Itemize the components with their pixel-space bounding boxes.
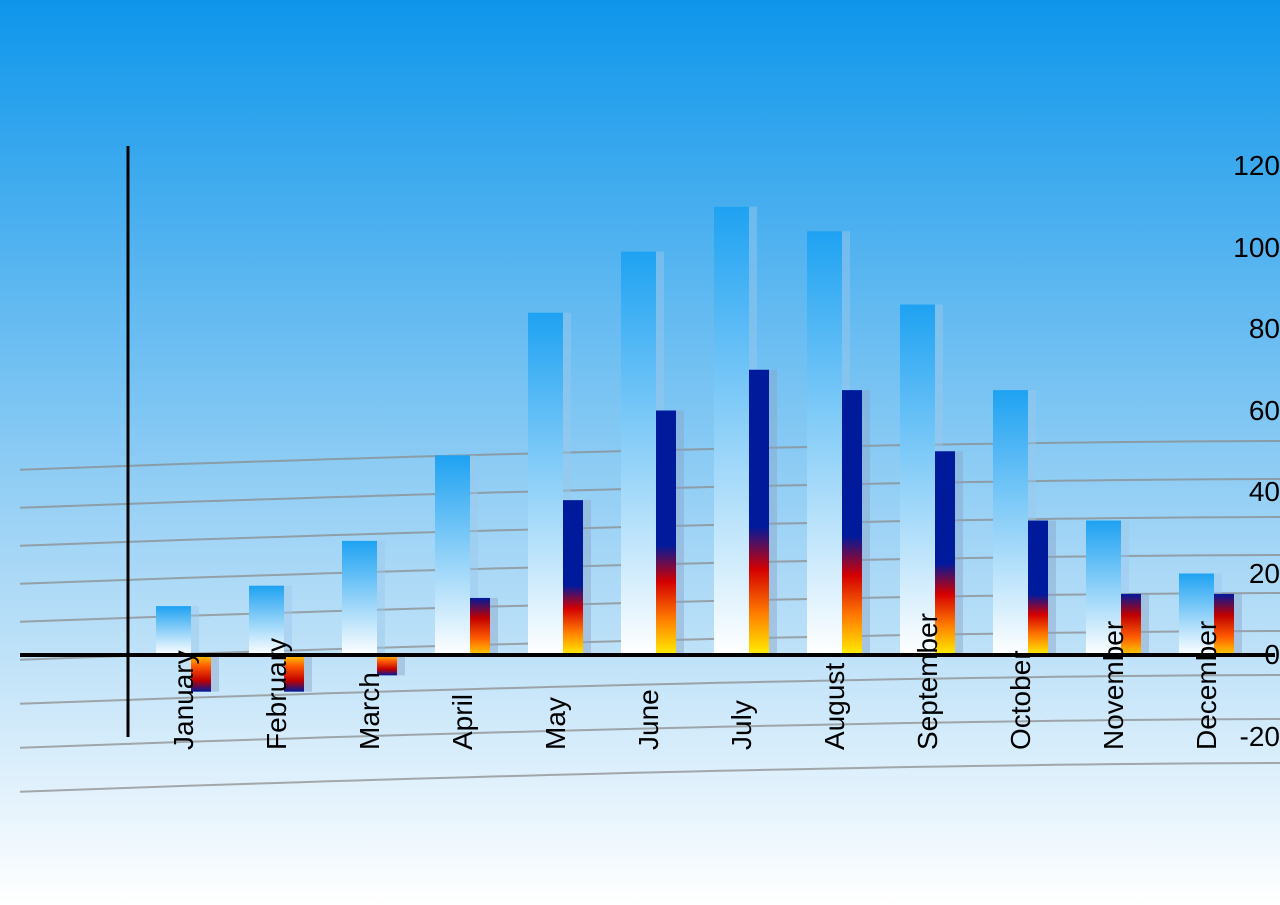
x-tick-label: April xyxy=(447,694,479,750)
x-tick-label: June xyxy=(633,689,665,750)
primary-bar xyxy=(435,455,470,655)
primary-bar xyxy=(528,313,563,655)
monthly-bar-chart xyxy=(0,0,1280,905)
primary-bar xyxy=(714,207,749,655)
y-tick-label: -20 xyxy=(1170,721,1280,753)
primary-bar xyxy=(807,231,842,655)
x-tick-label: March xyxy=(354,672,386,750)
y-tick-label: 40 xyxy=(1170,476,1280,508)
x-tick-label: September xyxy=(912,613,944,750)
x-tick-label: October xyxy=(1005,650,1037,750)
x-tick-label: November xyxy=(1098,621,1130,750)
primary-bar xyxy=(993,390,1028,655)
x-tick-label: January xyxy=(168,650,200,750)
secondary-bar xyxy=(563,500,583,655)
x-tick-label: December xyxy=(1191,621,1223,750)
primary-bar xyxy=(900,305,935,655)
secondary-bar xyxy=(842,390,862,655)
secondary-bar xyxy=(470,598,490,655)
primary-bar xyxy=(156,606,191,655)
y-tick-label: 20 xyxy=(1170,558,1280,590)
x-tick-label: July xyxy=(726,700,758,750)
y-tick-label: 80 xyxy=(1170,313,1280,345)
x-tick-label: August xyxy=(819,663,851,750)
y-tick-label: 100 xyxy=(1170,232,1280,264)
y-tick-label: 120 xyxy=(1170,150,1280,182)
x-tick-label: May xyxy=(540,697,572,750)
x-tick-label: February xyxy=(261,638,293,750)
y-tick-label: 0 xyxy=(1170,639,1280,671)
primary-bar xyxy=(342,541,377,655)
primary-bar xyxy=(621,252,656,655)
y-tick-label: 60 xyxy=(1170,395,1280,427)
secondary-bar xyxy=(749,370,769,655)
chart-stage: -20 0 20 40 60 80 100 120 January February March Ap… xyxy=(0,0,1280,905)
secondary-bar xyxy=(656,411,676,656)
secondary-bar xyxy=(1028,521,1048,655)
